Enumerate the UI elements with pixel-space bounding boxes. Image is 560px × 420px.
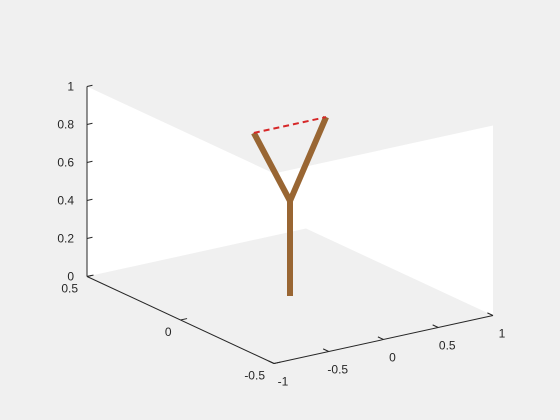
dashed-series-line (253, 116, 327, 134)
y-tick-mark (180, 318, 188, 321)
z-tick-mark (86, 274, 93, 277)
z-tick-mark (86, 122, 93, 125)
z-tick-mark (86, 160, 93, 163)
y-tick-mark (273, 361, 281, 364)
x-tick-label: 1 (499, 327, 506, 341)
z-tick-label: 1 (67, 80, 74, 94)
z-tick-label: 0.8 (57, 118, 74, 132)
z-tick-label: 0 (67, 270, 74, 284)
x-tick-label: -0.5 (327, 363, 348, 377)
z-tick-mark (86, 236, 93, 239)
x-tick-mark (377, 336, 384, 340)
x-tick-mark (268, 360, 275, 364)
x-tick-label: 0.5 (439, 339, 456, 353)
z-tick-label: 0.2 (57, 232, 74, 246)
tick-labels: -1-0.500.51-0.500.500.20.40.60.81 (57, 80, 505, 389)
x-tick-mark (322, 348, 329, 352)
x-tick-label: -1 (278, 375, 289, 389)
x-tick-mark (432, 324, 439, 328)
z-tick-mark (86, 198, 93, 201)
z-tick-label: 0.4 (57, 194, 74, 208)
x-tick-mark (487, 312, 494, 316)
tick-marks (86, 84, 494, 364)
y-tick-label: 0.5 (61, 282, 78, 296)
x-tick-label: 0 (389, 351, 396, 365)
z-tick-label: 0.6 (57, 156, 74, 170)
z-tick-mark (86, 84, 93, 87)
y-tick-label: -0.5 (244, 369, 265, 383)
y-tick-label: 0 (165, 325, 172, 339)
series-layer (251, 115, 329, 296)
